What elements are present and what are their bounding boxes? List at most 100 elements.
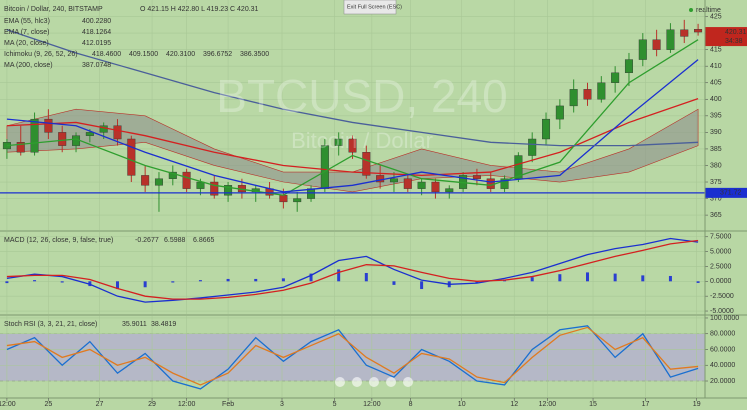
- candle-body: [652, 39, 661, 50]
- candle-body: [348, 138, 357, 153]
- candle-body: [555, 105, 564, 120]
- histogram-bar: [226, 278, 230, 282]
- y-tick-label: 2.5000: [710, 263, 732, 270]
- y-tick-label: 405: [710, 80, 722, 87]
- candle-body: [486, 178, 495, 189]
- y-tick-label: 7.5000: [710, 234, 732, 241]
- y-tick-label: 385: [710, 146, 722, 153]
- candle-body: [141, 175, 150, 186]
- histogram-bar: [530, 277, 534, 282]
- y-tick-label: 395: [710, 113, 722, 120]
- histogram-bar: [5, 281, 9, 284]
- y-tick-label: 400: [710, 96, 722, 103]
- histogram-bar: [558, 274, 562, 282]
- x-tick-label: 3: [280, 401, 284, 408]
- indicator-line: [6, 59, 699, 193]
- candle-body: [293, 198, 302, 203]
- candle-body: [569, 89, 578, 107]
- pane-readout: 35.9011: [122, 321, 147, 328]
- candle-body: [528, 138, 537, 156]
- toolbar-button[interactable]: [369, 377, 379, 387]
- y-tick-label: 60.0000: [710, 346, 735, 353]
- indicator-line: [6, 237, 699, 303]
- ohlc-readout: O 421.15 H 422.80 L 419.23 C 420.31: [140, 6, 259, 13]
- candle-body: [389, 178, 398, 183]
- legend-value: 396.6752: [203, 51, 232, 58]
- x-tick-label: 12:00: [363, 401, 381, 408]
- y-tick-label: 80.0000: [710, 331, 735, 338]
- histogram-bar: [116, 281, 119, 290]
- histogram-bar: [364, 273, 368, 282]
- hline-label: 371.72: [720, 190, 742, 197]
- y-tick-label: 390: [710, 129, 722, 136]
- candle-body: [638, 39, 647, 60]
- toolbar-button[interactable]: [352, 377, 362, 387]
- legend-value: 387.0748: [82, 62, 111, 69]
- histogram-bar: [337, 269, 341, 282]
- x-tick-label: 8: [409, 401, 413, 408]
- histogram-bar: [309, 273, 313, 282]
- histogram-bar: [586, 272, 589, 282]
- pane-readout: 38.4819: [151, 321, 176, 328]
- candle-body: [417, 181, 426, 189]
- toolbar-button[interactable]: [386, 377, 396, 387]
- legend-value: 386.3500: [240, 51, 269, 58]
- pane-title: MACD (12, 26, close, 9, false, true): [4, 237, 113, 244]
- histogram-bar: [641, 275, 645, 282]
- y-tick-label: 0.0000: [710, 278, 732, 285]
- candle-body: [196, 181, 205, 189]
- legend-name: MA (20, close): [4, 40, 49, 47]
- x-tick-label: 10: [458, 401, 466, 408]
- tooltip: Exit Full Screen (ESC): [347, 4, 402, 10]
- toolbar-button[interactable]: [335, 377, 345, 387]
- legend-value: 400.2280: [82, 18, 111, 25]
- pane-title: Stoch RSI (3, 3, 21, 21, close): [4, 321, 97, 328]
- candle-body: [168, 171, 177, 179]
- y-tick-label: 20.0000: [710, 378, 735, 385]
- x-tick-label: 5: [333, 401, 337, 408]
- legend-name: EMA (7, close): [4, 29, 50, 36]
- candle-body: [542, 118, 551, 140]
- x-tick-label: 12:00: [178, 401, 196, 408]
- candle-body: [597, 82, 606, 100]
- histogram-bar: [420, 281, 424, 290]
- histogram-bar: [143, 281, 147, 288]
- histogram-bar: [254, 278, 258, 282]
- pane-readout: 6.8665: [193, 237, 215, 244]
- candle-body: [500, 178, 509, 189]
- legend-name: MA (200, close): [4, 62, 53, 69]
- candle-body: [334, 138, 343, 146]
- y-tick-label: 100.0000: [710, 315, 739, 322]
- candle-body: [210, 181, 219, 196]
- candle-body: [182, 171, 191, 189]
- legend-value: 412.0195: [82, 40, 111, 47]
- x-tick-label: Feb: [222, 401, 234, 408]
- price-label-box: [705, 27, 747, 47]
- candle-body: [583, 89, 592, 100]
- status-dot: [689, 8, 693, 12]
- candle-body: [514, 155, 523, 179]
- histogram-bar: [198, 280, 202, 282]
- candle-body: [154, 178, 163, 186]
- status: realtime: [696, 7, 721, 14]
- toolbar-button[interactable]: [403, 377, 413, 387]
- candle-body: [611, 72, 620, 83]
- pane-readout: 6.5988: [164, 237, 186, 244]
- candle-body: [403, 178, 412, 189]
- x-tick-label: 27: [96, 401, 104, 408]
- x-tick-label: 17: [642, 401, 650, 408]
- histogram-bar: [475, 281, 479, 284]
- y-tick-label: 40.0000: [710, 362, 735, 369]
- histogram-bar: [60, 281, 64, 283]
- legend-name: EMA (55, hlc3): [4, 18, 50, 25]
- candle-body: [472, 175, 481, 179]
- indicator-line: [6, 98, 699, 177]
- indicator-line: [6, 325, 699, 390]
- y-tick-label: 410: [710, 63, 722, 70]
- indicator-line: [6, 326, 699, 386]
- candle-body: [85, 132, 94, 136]
- y-tick-label: 365: [710, 212, 722, 219]
- cloud: [6, 108, 699, 193]
- hline-label-box: [705, 187, 747, 198]
